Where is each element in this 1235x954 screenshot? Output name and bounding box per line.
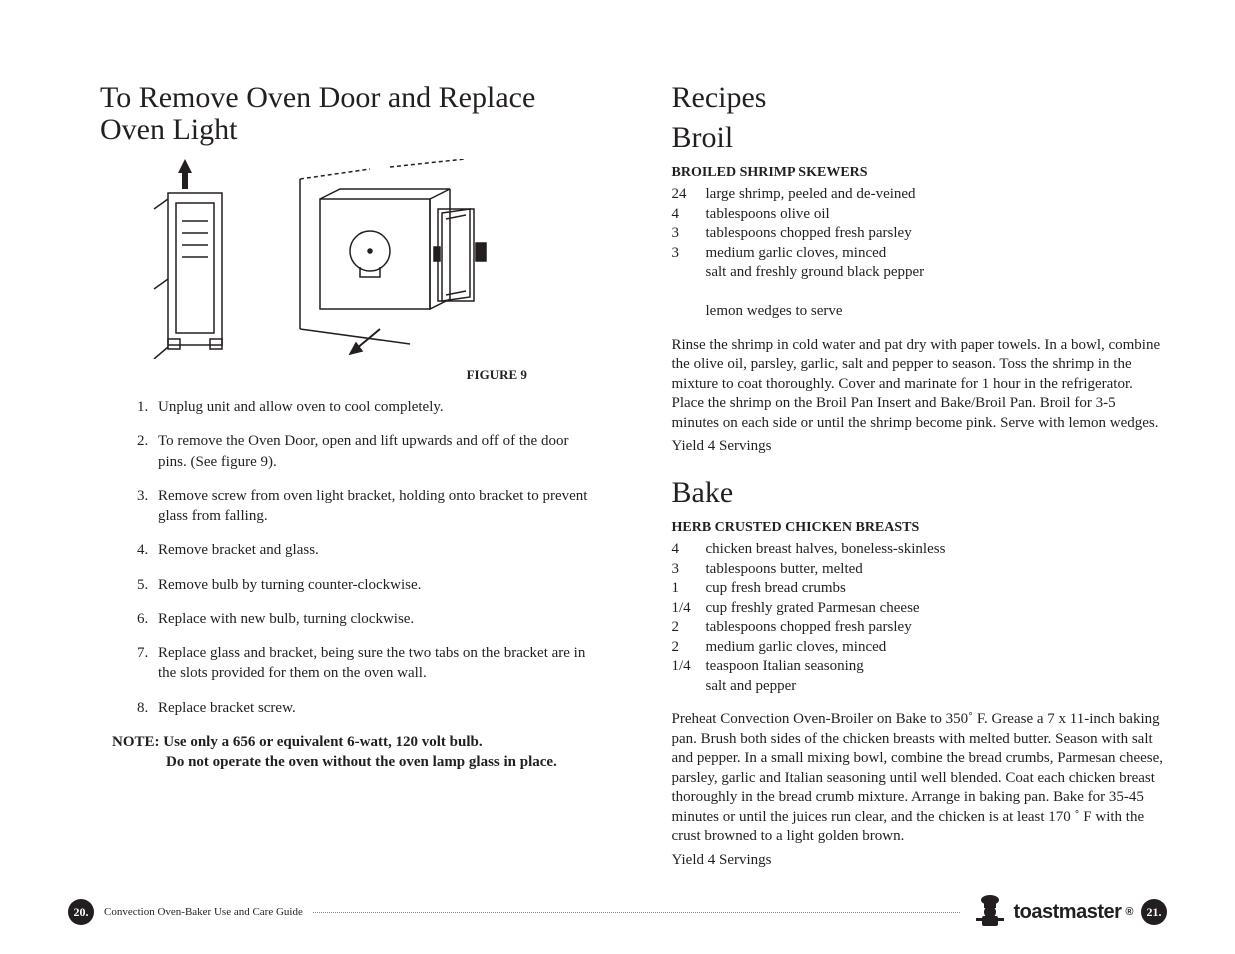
ingredient-item: salt and pepper bbox=[706, 677, 1166, 697]
toastmaster-chef-icon bbox=[970, 892, 1010, 932]
ingredient-row: 1cup fresh bread crumbs bbox=[672, 579, 1166, 599]
broil-body: Rinse the shrimp in cold water and pat d… bbox=[672, 336, 1166, 434]
ingredient-row: 3tablespoons butter, melted bbox=[672, 560, 1166, 580]
ingredient-item: cup freshly grated Parmesan cheese bbox=[706, 599, 1166, 619]
broil-yield: Yield 4 Servings bbox=[672, 437, 1166, 457]
recipe-name-bake: HERB CRUSTED CHICKEN BREASTS bbox=[672, 520, 1166, 536]
instruction-steps: Unplug unit and allow oven to cool compl… bbox=[152, 397, 594, 718]
ingredient-qty: 3 bbox=[672, 560, 706, 580]
step: Remove bracket and glass. bbox=[152, 540, 594, 560]
recipe-name-broil: BROILED SHRIMP SKEWERS bbox=[672, 165, 1166, 181]
step: Unplug unit and allow oven to cool compl… bbox=[152, 397, 594, 417]
ingredient-qty: 3 bbox=[672, 244, 706, 264]
ingredient-item: tablespoons chopped fresh parsley bbox=[706, 618, 1166, 638]
ingredient-qty bbox=[672, 263, 706, 283]
right-column: Recipes Broil BROILED SHRIMP SKEWERS 24l… bbox=[672, 82, 1166, 890]
ingredient-item: tablespoons chopped fresh parsley bbox=[706, 224, 1166, 244]
ingredient-qty: 2 bbox=[672, 618, 706, 638]
bake-yield: Yield 4 Servings bbox=[672, 851, 1166, 871]
figure-9 bbox=[150, 159, 594, 359]
step: To remove the Oven Door, open and lift u… bbox=[152, 431, 594, 472]
step: Replace bracket screw. bbox=[152, 698, 594, 718]
bake-body: Preheat Convection Oven-Broiler on Bake … bbox=[672, 710, 1166, 847]
ingredient-row: 3medium garlic cloves, minced bbox=[672, 244, 1166, 264]
ingredient-qty: 1/4 bbox=[672, 599, 706, 619]
ingredient-qty: 2 bbox=[672, 638, 706, 658]
ingredient-row: 3tablespoons chopped fresh parsley bbox=[672, 224, 1166, 244]
step: Replace with new bulb, turning clockwise… bbox=[152, 609, 594, 629]
ingredient-row: 24large shrimp, peeled and de-veined bbox=[672, 185, 1166, 205]
door-lift-illustration bbox=[150, 159, 260, 359]
left-column: To Remove Oven Door and Replace Oven Lig… bbox=[100, 82, 594, 890]
ingredient-item: teaspoon Italian seasoning bbox=[706, 657, 1166, 677]
footer-guide-title: Convection Oven-Baker Use and Care Guide bbox=[104, 906, 303, 918]
footer-dotline bbox=[313, 912, 960, 913]
oven-light-illustration bbox=[290, 159, 490, 359]
ingredient-qty bbox=[672, 677, 706, 697]
ingredient-row: 2medium garlic cloves, minced bbox=[672, 638, 1166, 658]
left-title: To Remove Oven Door and Replace Oven Lig… bbox=[100, 82, 594, 145]
broil-ingredients: 24large shrimp, peeled and de-veined4tab… bbox=[672, 185, 1166, 322]
ingredient-item: lemon wedges to serve bbox=[706, 302, 1166, 322]
right-page-number: 21. bbox=[1141, 899, 1167, 925]
ingredient-row: 4chicken breast halves, boneless-skinles… bbox=[672, 540, 1166, 560]
ingredient-item: tablespoons butter, melted bbox=[706, 560, 1166, 580]
ingredient-qty: 4 bbox=[672, 205, 706, 225]
bake-title: Bake bbox=[672, 477, 1166, 509]
bake-ingredients: 4chicken breast halves, boneless-skinles… bbox=[672, 540, 1166, 696]
note-line1: NOTE: Use only a 656 or equivalent 6-wat… bbox=[112, 734, 483, 750]
left-page-number: 20. bbox=[68, 899, 94, 925]
ingredient-row bbox=[672, 283, 1166, 303]
step: Remove screw from oven light bracket, ho… bbox=[152, 486, 594, 527]
ingredient-item: salt and freshly ground black pepper bbox=[706, 263, 1166, 283]
ingredient-qty bbox=[672, 302, 706, 322]
brand-text: toastmaster bbox=[1014, 901, 1122, 924]
figure-caption: FIGURE 9 bbox=[400, 367, 594, 383]
ingredient-row: 1/4teaspoon Italian seasoning bbox=[672, 657, 1166, 677]
ingredient-qty: 1 bbox=[672, 579, 706, 599]
ingredient-item: cup fresh bread crumbs bbox=[706, 579, 1166, 599]
ingredient-row: salt and freshly ground black pepper bbox=[672, 263, 1166, 283]
ingredient-item: large shrimp, peeled and de-veined bbox=[706, 185, 1166, 205]
recipes-title: Recipes bbox=[672, 82, 1166, 114]
step: Replace glass and bracket, being sure th… bbox=[152, 643, 594, 684]
ingredient-qty: 4 bbox=[672, 540, 706, 560]
note-line2: Do not operate the oven without the oven… bbox=[112, 752, 594, 772]
ingredient-qty: 24 bbox=[672, 185, 706, 205]
ingredient-item: medium garlic cloves, minced bbox=[706, 244, 1166, 264]
step: Remove bulb by turning counter-clockwise… bbox=[152, 575, 594, 595]
ingredient-row: lemon wedges to serve bbox=[672, 302, 1166, 322]
broil-title: Broil bbox=[672, 122, 1166, 154]
ingredient-row: salt and pepper bbox=[672, 677, 1166, 697]
brand-logo: toastmaster® bbox=[970, 892, 1134, 932]
ingredient-qty: 1/4 bbox=[672, 657, 706, 677]
note-block: NOTE: Use only a 656 or equivalent 6-wat… bbox=[112, 732, 594, 773]
ingredient-row: 1/4cup freshly grated Parmesan cheese bbox=[672, 599, 1166, 619]
ingredient-row: 2tablespoons chopped fresh parsley bbox=[672, 618, 1166, 638]
ingredient-item: chicken breast halves, boneless-skinless bbox=[706, 540, 1166, 560]
page-footer: 20. Convection Oven-Baker Use and Care G… bbox=[68, 892, 1167, 932]
ingredient-qty: 3 bbox=[672, 224, 706, 244]
ingredient-row: 4tablespoons olive oil bbox=[672, 205, 1166, 225]
ingredient-item: medium garlic cloves, minced bbox=[706, 638, 1166, 658]
ingredient-item: tablespoons olive oil bbox=[706, 205, 1166, 225]
